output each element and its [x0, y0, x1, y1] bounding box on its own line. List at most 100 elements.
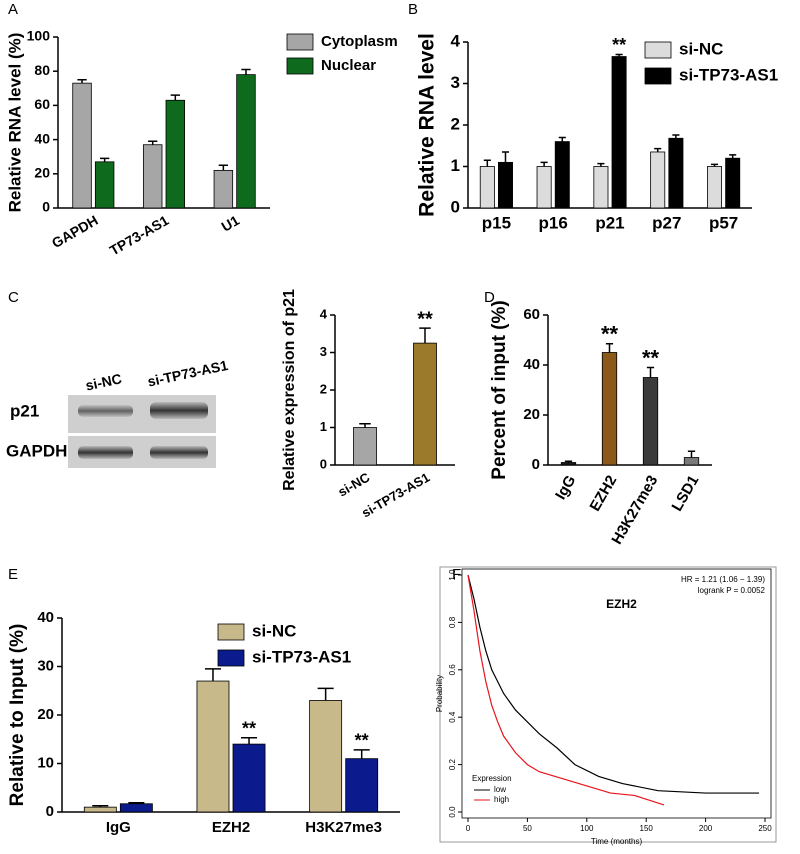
significance: **	[355, 731, 369, 751]
error-bar	[317, 687, 334, 701]
legend-label: Nuclear	[321, 57, 376, 74]
y-tick-label: 2	[451, 114, 460, 133]
legend-label: si-NC	[252, 621, 296, 640]
error-bar	[204, 668, 221, 682]
y-tick-label: 60	[34, 96, 50, 112]
panel-label: F	[452, 566, 461, 583]
y-tick-label: 10	[37, 754, 54, 771]
y-tick-label: 20	[523, 406, 540, 423]
error-bar	[654, 147, 662, 152]
error-bar	[359, 423, 371, 428]
bar	[560, 462, 577, 466]
bar	[94, 161, 115, 209]
legend-swatch	[217, 623, 245, 641]
panel-label: E	[8, 566, 18, 583]
error-bar	[605, 343, 614, 353]
y-tick-label: 40	[37, 609, 54, 626]
error-bar	[729, 154, 737, 159]
blot-band	[78, 446, 133, 459]
x-tick-label: p21	[595, 213, 624, 232]
x-tick-label: 150	[640, 824, 654, 833]
legend-swatch	[286, 33, 314, 51]
error-bar	[92, 804, 109, 808]
x-tick-label: 0	[466, 824, 471, 833]
bar	[72, 82, 92, 209]
legend-label: si-TP73-AS1	[252, 647, 351, 666]
bar	[725, 157, 741, 209]
error-bar	[128, 802, 145, 804]
bar	[601, 352, 618, 466]
significance: **	[612, 35, 626, 55]
error-bar	[710, 163, 719, 167]
y-tick-label: 30	[37, 657, 54, 674]
bar	[345, 758, 379, 813]
blot-band	[150, 446, 208, 459]
y-tick-label: 0.2	[448, 758, 457, 770]
legend-swatch	[644, 67, 672, 85]
bar	[536, 166, 552, 209]
error-bar	[483, 159, 491, 167]
x-tick-label: LSD1	[669, 472, 703, 514]
y-tick-label: 1.0	[448, 569, 457, 581]
blot-band	[78, 405, 133, 417]
error-bar	[564, 460, 573, 463]
x-tick-label: si-NC	[335, 469, 372, 499]
significance: **	[642, 345, 660, 370]
x-tick-label: p15	[482, 213, 511, 232]
y-tick-label: 0.4	[448, 711, 457, 723]
y-tick-label: 20	[37, 706, 54, 723]
error-bar	[558, 136, 566, 142]
y-tick-label: 4	[320, 306, 328, 321]
bar	[413, 342, 437, 466]
x-tick-label: 200	[699, 824, 713, 833]
bar	[232, 743, 266, 813]
bar	[479, 166, 495, 209]
y-tick-label: 1	[451, 156, 460, 175]
blot-band	[150, 402, 208, 419]
legend-swatch	[644, 41, 672, 59]
error-bar	[170, 94, 180, 101]
error-bar	[148, 140, 158, 145]
significance: **	[417, 308, 433, 330]
error-bar	[241, 737, 258, 745]
x-tick-label: H3K27me3	[305, 819, 382, 836]
x-tick-label: 50	[523, 824, 532, 833]
x-tick-label: TP73-AS1	[107, 212, 172, 259]
legend-label: si-NC	[679, 39, 723, 58]
survival-line	[467, 574, 665, 806]
bar	[196, 680, 230, 813]
x-tick-label: IgG	[106, 819, 131, 836]
panel-label: B	[408, 1, 418, 18]
y-tick-label: 1	[320, 419, 327, 434]
bar	[683, 457, 700, 466]
bar	[142, 144, 163, 209]
error-bar	[218, 164, 229, 171]
x-tick-label: GAPDH	[49, 212, 101, 251]
significance: **	[242, 719, 256, 739]
error-bar	[501, 151, 510, 163]
bar	[611, 56, 627, 209]
error-bar	[241, 68, 251, 75]
x-tick-label: EZH2	[212, 819, 250, 836]
y-tick-label: 40	[523, 356, 540, 373]
y-tick-label: 0.6	[448, 664, 457, 676]
bar	[236, 74, 256, 209]
annotation: HR = 1.21 (1.06 − 1.39)	[681, 575, 765, 584]
annotation: logrank P = 0.0052	[698, 586, 766, 595]
y-tick-label: 0.0	[448, 806, 457, 818]
x-tick-label: IgG	[552, 472, 579, 502]
legend-label: high	[494, 795, 509, 804]
y-tick-label: 80	[34, 62, 50, 78]
plot-frame	[461, 568, 772, 819]
error-bar	[615, 53, 623, 57]
panel-label: C	[8, 289, 19, 306]
error-bar	[540, 161, 548, 167]
y-tick-label: 40	[34, 130, 50, 146]
legend-label: Cytoplasm	[321, 33, 398, 50]
y-tick-label: 0	[532, 456, 540, 473]
error-bar	[687, 450, 696, 458]
bar	[554, 141, 570, 209]
y-tick-label: 0	[46, 803, 54, 820]
bar	[668, 137, 684, 209]
legend-label: si-TP73-AS1	[679, 65, 778, 84]
